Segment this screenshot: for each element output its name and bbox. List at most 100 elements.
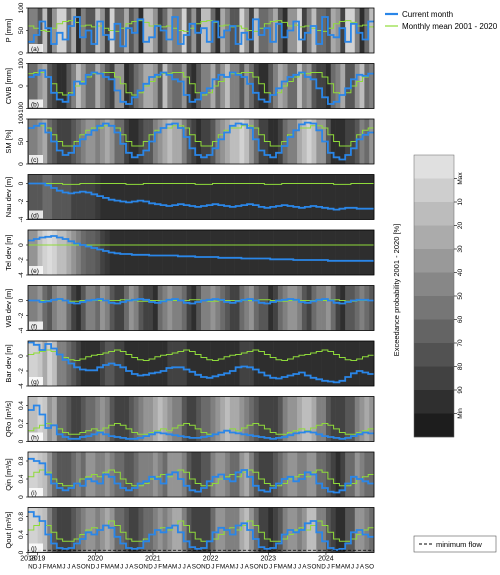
x-month-label: J	[62, 564, 65, 571]
band-cell	[301, 8, 308, 53]
y-axis-label: QRo [m³/s]	[4, 401, 13, 437]
band-cell	[210, 341, 216, 386]
band-cell	[220, 8, 226, 53]
band-cell	[124, 452, 130, 497]
band-cell	[321, 285, 327, 331]
band-cell	[258, 8, 264, 53]
band-cell	[354, 174, 360, 220]
band-cell	[148, 507, 154, 553]
band-cell	[354, 285, 360, 331]
band-cell	[325, 230, 332, 275]
band-cell	[104, 230, 110, 275]
x-month-label: D	[264, 564, 269, 571]
band-cell	[205, 63, 211, 109]
panel-frame	[27, 451, 375, 498]
band-cell	[359, 8, 365, 53]
band-cell	[172, 174, 178, 220]
band-cell	[321, 507, 327, 553]
y-tick-label: -2	[18, 257, 25, 263]
band-cell	[325, 174, 332, 220]
band-cell	[225, 285, 231, 331]
band-cell	[321, 8, 327, 53]
y-axis-label: Qin [m³/s]	[4, 458, 13, 491]
colorbar-bin	[414, 272, 454, 297]
band-cell	[306, 230, 312, 275]
band-cell	[181, 507, 187, 553]
band-cell	[306, 63, 312, 109]
band-cell	[28, 285, 34, 331]
band-cell	[306, 8, 312, 53]
panel-tag-bg	[29, 155, 43, 163]
y-axis-label: CWB [mm]	[4, 68, 13, 104]
band-cell	[215, 341, 221, 386]
colorbar-tick-label: 80	[457, 363, 464, 371]
band-cell	[138, 341, 144, 386]
band-cell	[37, 396, 43, 442]
series-mean-line	[28, 125, 374, 147]
band-cell	[349, 452, 356, 497]
band-cell	[297, 174, 303, 220]
band-cell	[104, 119, 110, 164]
band-cell	[138, 174, 144, 220]
band-cell	[176, 341, 183, 386]
band-cell	[80, 507, 86, 553]
band-cell	[273, 507, 279, 553]
band-cell	[172, 8, 178, 53]
band-cell	[292, 8, 298, 53]
x-month-label: N	[259, 564, 264, 571]
band-cell	[321, 341, 327, 386]
band-cell	[157, 174, 163, 220]
band-cell	[162, 174, 168, 220]
band-cell	[196, 174, 202, 220]
band-cell	[253, 8, 259, 53]
series-current-line	[28, 341, 374, 384]
band-cell	[138, 452, 144, 497]
y-tick-label: 0.2	[18, 419, 25, 428]
band-cell	[56, 174, 62, 220]
band-cell	[119, 119, 125, 164]
series-current-line	[28, 404, 374, 440]
band-cell	[148, 63, 154, 109]
band-cell	[124, 285, 130, 331]
band-cell	[196, 8, 202, 53]
band-cell	[225, 396, 231, 442]
band-cell	[172, 341, 178, 386]
x-month-label: A	[225, 564, 230, 571]
band-cell	[234, 8, 240, 53]
x-month-label: A	[341, 564, 346, 571]
band-cell	[273, 230, 279, 275]
band-cell	[148, 452, 154, 497]
band-cell	[196, 285, 202, 331]
band-cell	[330, 341, 336, 386]
x-month-label: A	[52, 564, 57, 571]
band-cell	[181, 341, 187, 386]
band-cell	[268, 507, 274, 553]
band-cell	[66, 285, 72, 331]
band-cell	[359, 285, 365, 331]
band-cell	[340, 174, 346, 220]
band-cell	[201, 63, 207, 109]
colorbar: Max 10 20 30 40 50 60 70 80 90 Min	[413, 154, 464, 438]
band-cell	[335, 396, 341, 442]
series-mean-line	[28, 423, 374, 435]
band-cell	[282, 285, 288, 331]
series-mean-line	[28, 183, 374, 185]
band-cell	[220, 63, 226, 109]
panel-j: 0 0.4 0.8 Qout [m³/s] (j)	[4, 507, 375, 554]
band-cell	[71, 285, 77, 331]
band-cell	[95, 452, 101, 497]
x-month-label: A	[283, 564, 288, 571]
band-cell	[297, 396, 303, 442]
band-cell	[349, 285, 356, 331]
band-cell	[191, 63, 197, 109]
panel-tag: (d)	[31, 213, 39, 220]
band-cell	[143, 230, 149, 275]
band-cell	[345, 341, 351, 386]
band-cell	[229, 119, 235, 164]
band-cell	[191, 285, 197, 331]
band-cell	[95, 119, 101, 164]
band-cell	[277, 341, 283, 386]
series-current-line	[28, 511, 374, 551]
band-cell	[253, 507, 259, 553]
band-cell	[354, 452, 360, 497]
